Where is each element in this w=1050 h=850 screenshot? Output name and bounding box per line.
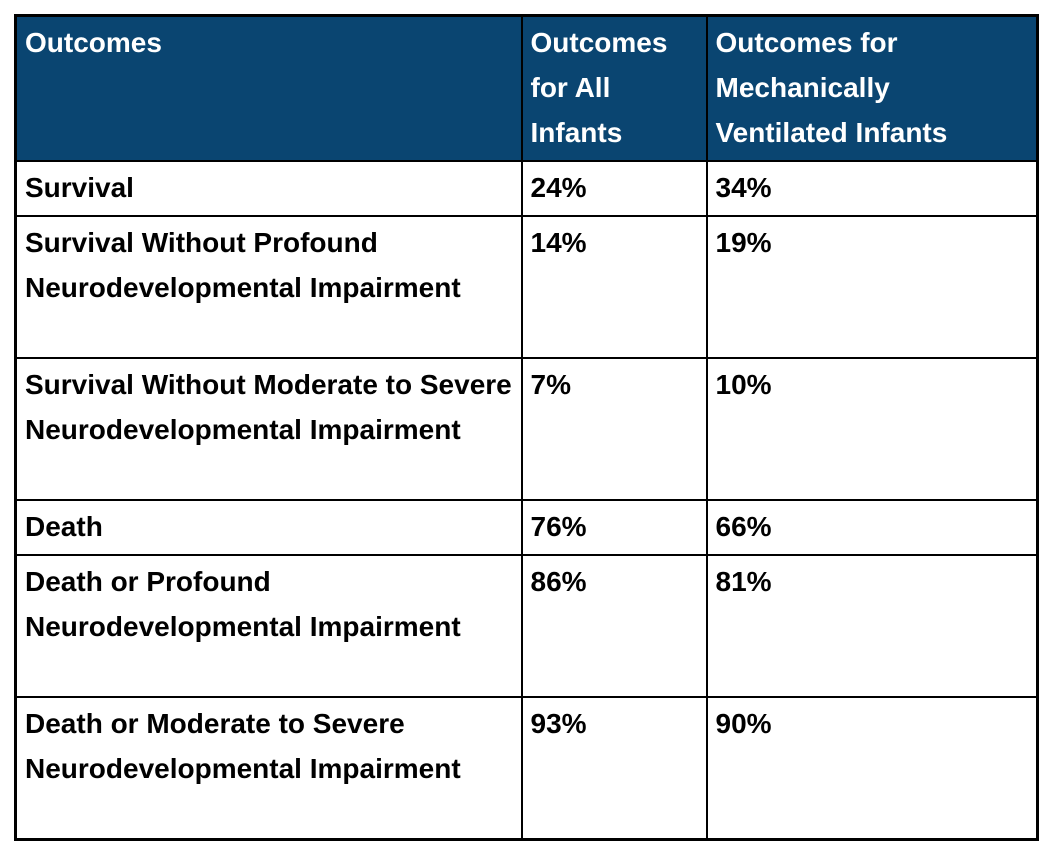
all-infants-value-cell: 86% xyxy=(520,554,708,698)
column-header-all-infants: Outcomes for All Infants xyxy=(520,14,708,162)
table-row-death-or-moderate: Death or Moderate to Severe Neurodevelop… xyxy=(14,696,1039,840)
all-infants-value-cell: 14% xyxy=(520,215,708,359)
outcome-label-cell: Survival Without Profound Neurodevelopme… xyxy=(14,215,523,359)
all-infants-value-cell: 93% xyxy=(520,696,708,840)
column-header-ventilated-infants: Outcomes for Mechanically Ventilated Inf… xyxy=(705,14,1039,162)
outcomes-table: Outcomes Outcomes for All Infants Outcom… xyxy=(14,14,1039,841)
ventilated-value-cell: 10% xyxy=(705,357,1039,501)
table-row-survival: Survival 24% 34% xyxy=(14,160,1039,217)
all-infants-value-cell: 7% xyxy=(520,357,708,501)
table-header: Outcomes Outcomes for All Infants Outcom… xyxy=(14,14,1039,162)
ventilated-value-cell: 66% xyxy=(705,499,1039,556)
table-row-death-or-profound: Death or Profound Neurodevelopmental Imp… xyxy=(14,554,1039,698)
outcome-label-cell: Death xyxy=(14,499,523,556)
ventilated-value-cell: 34% xyxy=(705,160,1039,217)
table-body: Survival 24% 34% Survival Without Profou… xyxy=(14,160,1039,840)
table-row-survival-without-profound: Survival Without Profound Neurodevelopme… xyxy=(14,215,1039,359)
ventilated-value-cell: 81% xyxy=(705,554,1039,698)
all-infants-value-cell: 76% xyxy=(520,499,708,556)
ventilated-value-cell: 19% xyxy=(705,215,1039,359)
all-infants-value-cell: 24% xyxy=(520,160,708,217)
outcome-label-cell: Survival Without Moderate to Severe Neur… xyxy=(14,357,523,501)
table-row-survival-without-moderate: Survival Without Moderate to Severe Neur… xyxy=(14,357,1039,501)
ventilated-value-cell: 90% xyxy=(705,696,1039,840)
header-row: Outcomes Outcomes for All Infants Outcom… xyxy=(14,14,1039,162)
outcome-label-cell: Death or Moderate to Severe Neurodevelop… xyxy=(14,696,523,840)
table-row-death: Death 76% 66% xyxy=(14,499,1039,556)
outcome-label-cell: Death or Profound Neurodevelopmental Imp… xyxy=(14,554,523,698)
outcome-label-cell: Survival xyxy=(14,160,523,217)
column-header-outcomes: Outcomes xyxy=(14,14,523,162)
